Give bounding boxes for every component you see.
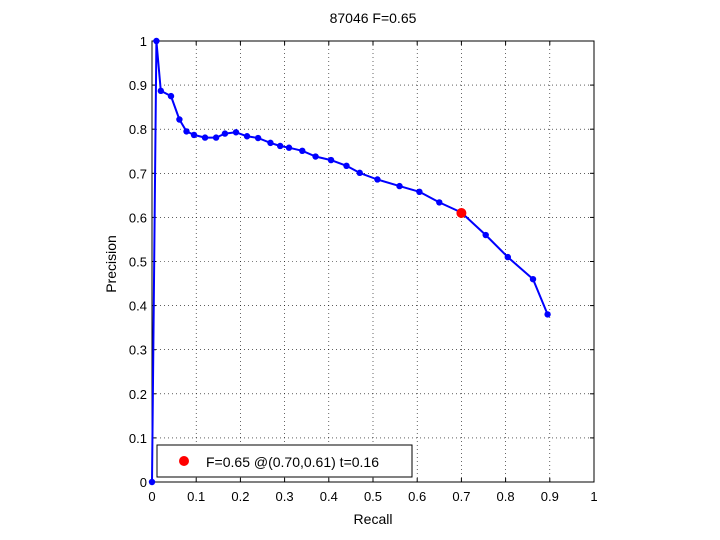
data-point: [232, 129, 240, 136]
legend-box: [156, 444, 413, 478]
y-tick-label: 0.9: [129, 78, 147, 93]
data-point: [167, 92, 175, 100]
series-layer: [148, 37, 551, 486]
best-f-point: [456, 207, 467, 218]
data-point: [254, 134, 262, 142]
data-point: [343, 162, 350, 170]
data-point: [374, 176, 381, 183]
data-point: [267, 139, 274, 147]
data-point: [176, 116, 183, 123]
x-tick-label: 0.8: [497, 489, 515, 504]
data-point: [153, 37, 160, 45]
y-tick-label: 0.2: [129, 387, 147, 402]
grid: [152, 41, 594, 482]
data-point: [276, 142, 284, 150]
data-point: [436, 199, 443, 206]
legend-label: F=0.65 @(0.70,0.61) t=0.16: [206, 454, 379, 470]
data-point: [285, 144, 293, 151]
data-point: [190, 131, 198, 139]
data-point: [201, 134, 209, 141]
data-point: [299, 147, 306, 155]
data-point: [312, 153, 319, 160]
x-tick-label: 1: [590, 489, 597, 504]
y-tick-label: 0.6: [129, 210, 147, 225]
y-tick-label: 0.5: [129, 255, 147, 270]
data-point: [482, 231, 489, 239]
legend-marker: [179, 456, 189, 466]
x-tick-label: 0: [148, 489, 155, 504]
y-tick-label: 0.1: [129, 431, 147, 446]
data-point: [327, 156, 335, 164]
y-axis-label: Precision: [103, 235, 119, 293]
data-point: [416, 188, 423, 196]
chart-title: 87046 F=0.65: [330, 10, 417, 26]
data-point: [356, 169, 363, 177]
data-point: [157, 87, 165, 95]
data-point: [148, 478, 156, 486]
legend: F=0.65 @(0.70,0.61) t=0.16: [156, 444, 413, 478]
data-point: [396, 182, 403, 190]
data-point: [183, 128, 190, 135]
y-tick-label: 0: [140, 475, 147, 490]
x-axis-label: Recall: [354, 511, 393, 527]
x-tick-label: 0.4: [320, 489, 338, 504]
x-tick-label: 0.7: [452, 489, 470, 504]
y-tick-label: 0.3: [129, 343, 147, 358]
y-tick-label: 0.4: [129, 299, 147, 314]
x-tick-label: 0.9: [541, 489, 559, 504]
x-tick-label: 0.5: [364, 489, 382, 504]
data-point: [243, 133, 251, 140]
x-tick-label: 0.3: [276, 489, 294, 504]
data-point: [544, 311, 551, 318]
y-tick-label: 0.8: [129, 122, 147, 137]
x-tick-label: 0.2: [231, 489, 249, 504]
y-tick-label: 0.7: [129, 166, 147, 181]
data-point: [212, 134, 220, 141]
data-point: [529, 275, 537, 283]
axis-ticks: 0 0.1 0.2 0.3 0.4 0.5 0.6 0.7 0.8 0.9 1 0 0.1 0.2 0.3 0…: [129, 34, 598, 504]
data-point: [221, 130, 229, 137]
data-point: [504, 253, 512, 261]
highlight-layer: [456, 207, 467, 218]
x-tick-label: 0.1: [187, 489, 205, 504]
x-tick-label: 0.6: [408, 489, 426, 504]
y-tick-label: 1: [140, 34, 147, 49]
